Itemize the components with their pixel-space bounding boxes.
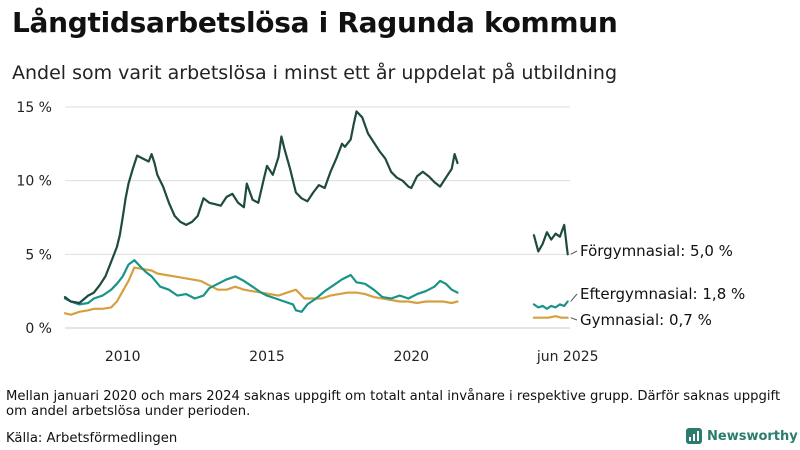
y-tick-label: 15 % (16, 100, 52, 116)
series-end-label: Gymnasial: 0,7 % (580, 311, 712, 329)
line-chart: 0 % 5 % 10 % 15 % 2010 2015 2020 jun 2025 Förgy… (16, 100, 745, 365)
series-end-label: Eftergymnasial: 1,8 % (580, 285, 745, 303)
brand-logo[interactable]: Newsworthy (686, 428, 798, 444)
series-label-leader (570, 317, 578, 321)
chart-title: Långtidsarbetslösa i Ragunda kommun (12, 6, 618, 39)
source-credit: Källa: Arbetsförmedlingen (6, 431, 178, 446)
x-tick-label: jun 2025 (536, 349, 599, 365)
brand-name: Newsworthy (707, 428, 798, 444)
series-end-label: Förgymnasial: 5,0 % (580, 242, 733, 260)
series-label-leader (570, 250, 578, 255)
series-line-eftergymnasial (532, 300, 569, 310)
chart-subtitle: Andel som varit arbetslösa i minst ett å… (12, 62, 618, 84)
y-tick-label: 5 % (25, 247, 52, 263)
series-line-förgymnasial (532, 223, 569, 256)
x-tick-label: 2020 (393, 349, 429, 365)
series-line-gymnasial (532, 315, 569, 319)
footnote: Mellan januari 2020 och mars 2024 saknas… (6, 389, 781, 419)
x-tick-label: 2015 (249, 349, 285, 365)
series-line-eftergymnasial (63, 259, 459, 313)
x-tick-label: 2010 (105, 349, 141, 365)
series-line-förgymnasial (63, 110, 459, 305)
series-line-gymnasial (63, 266, 459, 316)
series-label-leader (570, 293, 578, 302)
y-tick-label: 0 % (25, 321, 52, 337)
y-tick-label: 10 % (16, 174, 52, 190)
newsworthy-logo-icon (686, 428, 702, 444)
